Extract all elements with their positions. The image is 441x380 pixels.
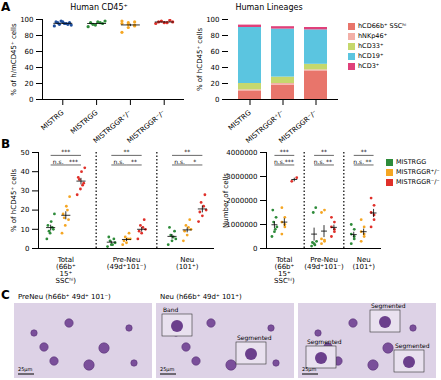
svg-text:Number of cells: Number of cells	[222, 173, 230, 228]
svg-text:Neu(101⁺): Neu(101⁺)	[176, 256, 199, 271]
svg-text:Total(66b⁺15⁺SSCʰⁱ): Total(66b⁺15⁺SSCʰⁱ)	[56, 256, 77, 285]
svg-text:% of hCD45⁺ cells: % of hCD45⁺ cells	[196, 28, 204, 91]
svg-text:***: ***	[280, 148, 289, 155]
svg-text:**: **	[366, 158, 372, 165]
svg-text:MISTRGGR⁻/⁻: MISTRGGR⁻/⁻	[126, 108, 167, 145]
svg-text:MISTRG: MISTRG	[40, 109, 66, 133]
svg-text:Total(66b⁺15⁺SSCʰⁱ): Total(66b⁺15⁺SSCʰⁱ)	[274, 256, 295, 285]
svg-text:20: 20	[21, 206, 30, 214]
svg-text:Segmented: Segmented	[307, 338, 342, 346]
svg-text:MISTRGGR⁺/⁻: MISTRGGR⁺/⁻	[244, 108, 286, 146]
html-text:hCD33⁺: hCD33⁺	[358, 42, 384, 50]
html-text:MISTRGGR⁺/⁻: MISTRGGR⁺/⁻	[396, 168, 440, 176]
svg-text:n.s.: n.s.	[174, 158, 185, 165]
html-text:hNKp46⁺: hNKp46⁺	[358, 32, 388, 40]
svg-text:n.s.: n.s.	[114, 158, 125, 165]
html-text:Human CD45⁺: Human CD45⁺	[70, 3, 128, 12]
svg-text:**: **	[361, 148, 367, 155]
svg-text:% of h/mCD45⁺ cells: % of h/mCD45⁺ cells	[10, 23, 18, 96]
svg-text:20: 20	[25, 80, 34, 88]
svg-text:Segmented: Segmented	[395, 342, 430, 350]
svg-text:**: **	[326, 158, 332, 165]
svg-text:MISTRG: MISTRG	[227, 109, 253, 133]
svg-text:10: 10	[21, 226, 30, 234]
html-text:MISTRGGR⁻/⁻: MISTRGGR⁻/⁻	[396, 178, 440, 186]
svg-text:80: 80	[211, 32, 220, 40]
svg-text:40: 40	[211, 64, 220, 72]
svg-text:2000000: 2000000	[226, 197, 257, 205]
svg-text:n.s.: n.s.	[274, 158, 285, 165]
html-text:B: B	[1, 137, 11, 151]
svg-text:40: 40	[21, 168, 30, 176]
svg-text:50: 50	[21, 149, 30, 157]
svg-text:0: 0	[253, 245, 257, 253]
svg-text:80: 80	[25, 32, 34, 40]
svg-text:0: 0	[25, 245, 29, 253]
svg-text:**: **	[131, 158, 137, 165]
svg-text:**: **	[321, 148, 327, 155]
svg-text:**: **	[124, 148, 130, 155]
svg-text:20: 20	[211, 80, 220, 88]
html-text:hCD19⁺: hCD19⁺	[358, 52, 384, 60]
svg-text:***: ***	[61, 148, 70, 155]
svg-text:60: 60	[25, 48, 34, 56]
svg-text:n.s.: n.s.	[53, 158, 64, 165]
svg-text:n.s.: n.s.	[353, 158, 364, 165]
svg-text:***: ***	[69, 158, 78, 165]
svg-text:25μm: 25μm	[160, 366, 175, 373]
svg-text:100: 100	[20, 16, 33, 24]
svg-text:Segmented: Segmented	[371, 302, 406, 310]
svg-text:25μm: 25μm	[18, 366, 33, 373]
svg-text:25μm: 25μm	[302, 366, 317, 373]
svg-text:% of hCD45⁺ cells: % of hCD45⁺ cells	[10, 169, 18, 232]
svg-text:MISTRGG: MISTRGG	[69, 109, 99, 136]
html-text:C: C	[1, 288, 10, 302]
svg-text:30: 30	[21, 187, 30, 195]
svg-text:Segmented: Segmented	[237, 334, 272, 342]
svg-text:60: 60	[211, 48, 220, 56]
svg-text:n.s.: n.s.	[314, 158, 325, 165]
html-text:MISTRGG: MISTRGG	[396, 158, 427, 166]
svg-text:4000000: 4000000	[226, 149, 257, 157]
svg-text:Neu (h66b⁺ 49d⁺ 101⁺): Neu (h66b⁺ 49d⁺ 101⁺)	[160, 293, 242, 301]
svg-text:1000000: 1000000	[226, 221, 257, 229]
svg-text:MISTRGGR⁺/⁻: MISTRGGR⁺/⁻	[91, 108, 134, 146]
svg-text:0: 0	[215, 96, 219, 104]
html-text:Human Lineages: Human Lineages	[235, 3, 303, 12]
html-text:hCD3⁺: hCD3⁺	[358, 62, 380, 70]
svg-text:*: *	[193, 158, 196, 165]
svg-text:Pre-Neu(49d⁺101⁻): Pre-Neu(49d⁺101⁻)	[107, 256, 147, 271]
svg-text:100: 100	[206, 16, 219, 24]
svg-text:3000000: 3000000	[226, 173, 257, 181]
svg-text:0: 0	[29, 96, 33, 104]
svg-text:***: ***	[285, 158, 294, 165]
html-text:A: A	[1, 0, 11, 14]
svg-text:Pre-Neu(49d⁺101⁻): Pre-Neu(49d⁺101⁻)	[304, 256, 344, 271]
svg-text:**: **	[184, 148, 190, 155]
svg-text:Band: Band	[163, 306, 179, 313]
svg-text:40: 40	[25, 64, 34, 72]
svg-text:MISTRGGR⁻/⁻: MISTRGGR⁻/⁻	[277, 108, 318, 145]
svg-text:Neu(101⁺): Neu(101⁺)	[352, 256, 375, 271]
svg-text:PreNeu (h66b⁺ 49d⁺ 101⁻): PreNeu (h66b⁺ 49d⁺ 101⁻)	[18, 293, 111, 301]
html-text:hCD66b⁺ SSCʰⁱ: hCD66b⁺ SSCʰⁱ	[358, 22, 407, 30]
